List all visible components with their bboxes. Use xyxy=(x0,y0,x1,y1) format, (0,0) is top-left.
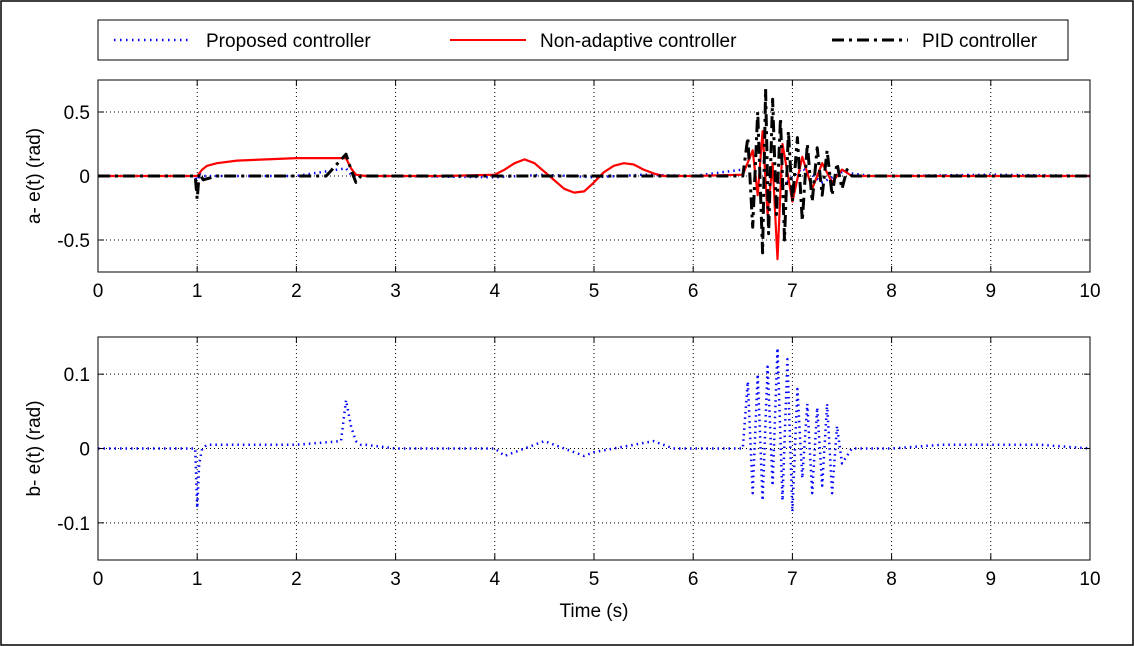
legend-box xyxy=(97,19,1069,61)
ylabel-a: a- e(t) (rad) xyxy=(24,128,45,224)
tick-label-x-b-4: 4 xyxy=(490,569,501,590)
subplot-b: 0 1 2 3 4 5 6 7 8 9 10 -0.1 0 0.1 b- e(t) (rad) Time (s… xyxy=(24,336,1101,622)
tick-label-x-a-6: 6 xyxy=(688,281,699,302)
tick-label-x-a-8: 8 xyxy=(886,281,897,302)
tick-label-x-b-3: 3 xyxy=(390,569,401,590)
series-line-a-0 xyxy=(98,158,1090,188)
tick-label-x-b-5: 5 xyxy=(589,569,600,590)
xlabel-b: Time (s) xyxy=(560,601,629,622)
tick-label-y-a-1: 0 xyxy=(79,167,90,188)
tick-label-y-b-1: 0 xyxy=(79,440,90,461)
subplot-a: 0 1 2 3 4 5 6 7 8 9 10 -0.5 0 0.5 a- e(t) (rad) xyxy=(24,79,1101,302)
tick-label-x-a-3: 3 xyxy=(390,281,401,302)
tick-label-x-a-5: 5 xyxy=(589,281,600,302)
tick-label-y-a-0: -0.5 xyxy=(57,231,90,252)
tick-label-x-a-4: 4 xyxy=(490,281,501,302)
legend-item-pid: PID controller xyxy=(832,31,1038,52)
tick-label-y-b-2: 0.1 xyxy=(64,365,90,386)
tick-label-x-b-10: 10 xyxy=(1079,569,1100,590)
tick-label-x-b-8: 8 xyxy=(886,569,897,590)
tick-label-x-b-0: 0 xyxy=(93,569,104,590)
tick-label-x-a-1: 1 xyxy=(192,281,203,302)
tick-label-x-b-2: 2 xyxy=(291,569,302,590)
tick-label-x-b-1: 1 xyxy=(192,569,203,590)
tick-label-y-b-0: -0.1 xyxy=(57,514,90,535)
tick-label-x-a-0: 0 xyxy=(93,281,104,302)
tick-label-x-a-2: 2 xyxy=(291,281,302,302)
series-line-a-2 xyxy=(98,87,1090,255)
tick-label-x-a-7: 7 xyxy=(787,281,798,302)
tick-label-x-b-6: 6 xyxy=(688,569,699,590)
tick-label-x-a-10: 10 xyxy=(1079,281,1100,302)
legend-item-non-adaptive: Non-adaptive controller xyxy=(450,31,737,52)
tick-label-y-a-2: 0.5 xyxy=(64,103,90,124)
tick-label-x-b-9: 9 xyxy=(986,569,997,590)
ylabel-b: b- e(t) (rad) xyxy=(24,400,45,496)
legend-label-non-adaptive: Non-adaptive controller xyxy=(540,31,737,52)
legend-item-proposed: Proposed controller xyxy=(114,31,371,52)
legend-label-proposed: Proposed controller xyxy=(206,31,371,52)
tick-label-x-b-7: 7 xyxy=(787,569,798,590)
legend: Proposed controller Non-adaptive control… xyxy=(97,19,1069,61)
legend-label-pid: PID controller xyxy=(922,31,1038,52)
tick-label-x-a-9: 9 xyxy=(986,281,997,302)
